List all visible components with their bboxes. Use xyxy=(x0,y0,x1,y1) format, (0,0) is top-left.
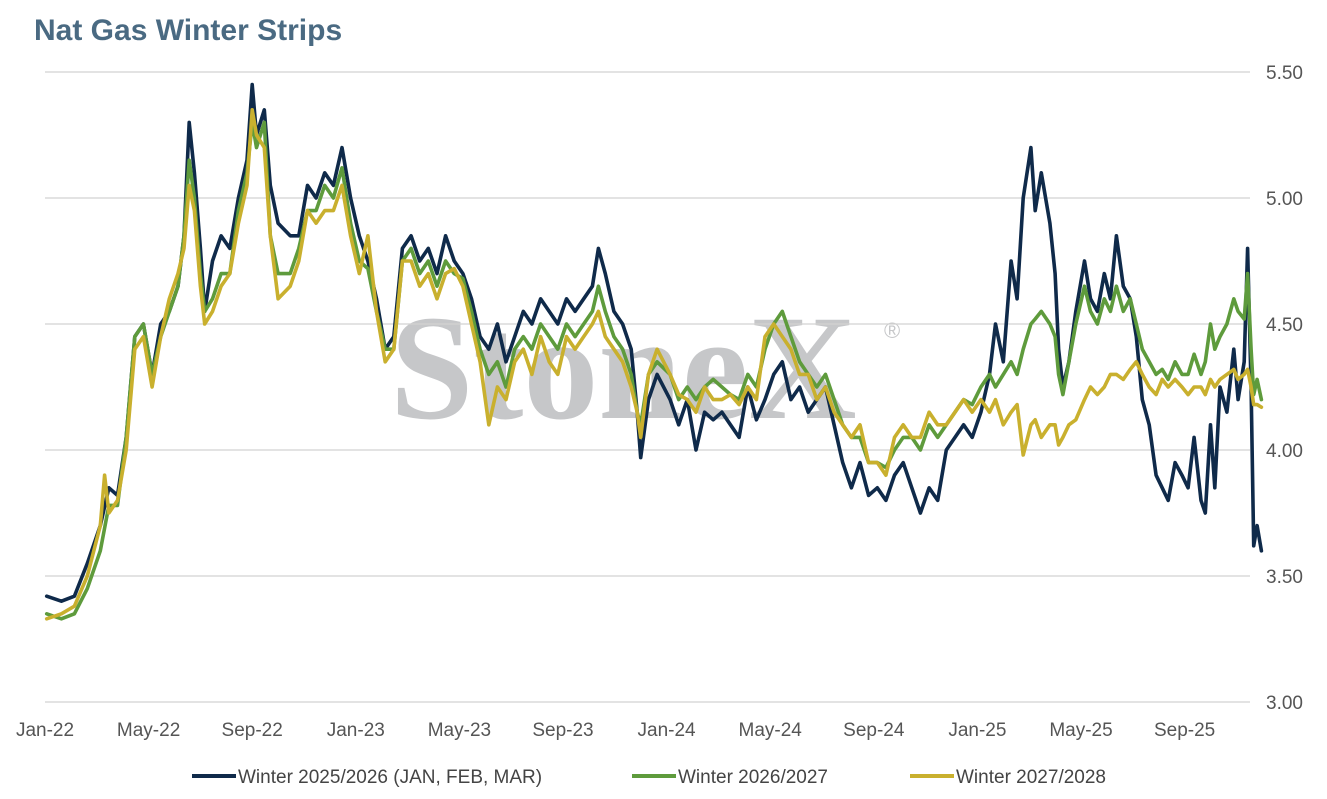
x-tick-label: Sep-24 xyxy=(843,720,905,741)
x-tick-label: Jan-23 xyxy=(327,720,385,741)
legend-label: Winter 2025/2026 (JAN, FEB, MAR) xyxy=(238,767,542,788)
y-tick-label: 3.50 xyxy=(1266,567,1303,588)
y-gridlines xyxy=(45,71,1250,703)
x-tick-label: Jan-25 xyxy=(948,720,1006,741)
x-tick-label: May-23 xyxy=(428,720,491,741)
legend-label: Winter 2026/2027 xyxy=(678,767,828,788)
legend-label: Winter 2027/2028 xyxy=(956,767,1106,788)
x-tick-label: May-24 xyxy=(739,720,803,741)
y-tick-label: 5.50 xyxy=(1266,63,1303,84)
series-lines xyxy=(44,82,1264,621)
watermark-registered-mark: ® xyxy=(884,318,900,343)
y-tick-label: 5.00 xyxy=(1266,189,1303,210)
series-line-3 xyxy=(44,108,1264,621)
x-axis-ticks: Jan-22 May-22 Sep-22 Jan-23 May-23 Sep-23 Jan-… xyxy=(16,720,1215,741)
y-axis-ticks: 3.00 3.50 4.00 4.50 5.00 5.50 xyxy=(1266,63,1303,714)
x-tick-label: Jan-24 xyxy=(638,720,697,741)
chart-title: Nat Gas Winter Strips xyxy=(34,14,343,47)
legend: Winter 2025/2026 (JAN, FEB, MAR) Winter 2… xyxy=(192,767,1106,788)
y-tick-label: 4.00 xyxy=(1266,441,1303,462)
y-tick-label: 4.50 xyxy=(1266,315,1303,336)
x-tick-label: Jan-22 xyxy=(16,720,74,741)
x-tick-label: Sep-25 xyxy=(1154,720,1215,741)
x-tick-label: May-25 xyxy=(1049,720,1112,741)
y-tick-label: 3.00 xyxy=(1266,693,1303,714)
x-tick-label: Sep-23 xyxy=(532,720,593,741)
x-tick-label: May-22 xyxy=(117,720,180,741)
x-tick-label: Sep-22 xyxy=(222,720,283,741)
series-line-2 xyxy=(44,120,1264,621)
